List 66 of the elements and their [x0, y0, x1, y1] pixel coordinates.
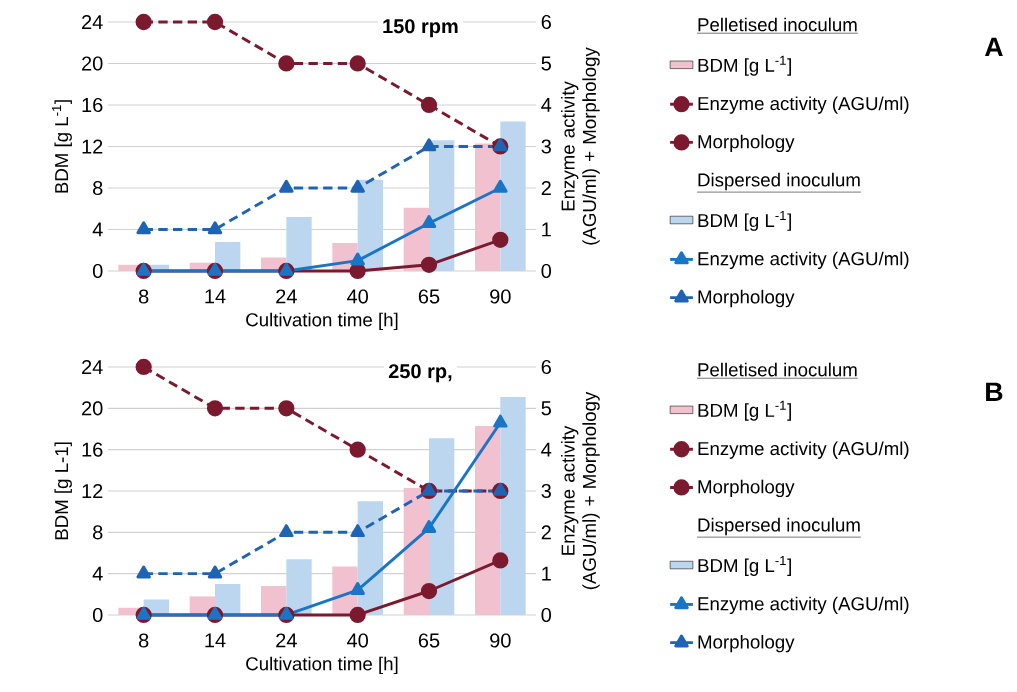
x-tick-label: 14 — [205, 633, 226, 648]
y-tick-label: 20 — [82, 56, 103, 71]
x-tick-label: 90 — [490, 289, 511, 304]
legend-label: Morphology — [698, 634, 795, 653]
y-tick-label: 4 — [92, 566, 103, 581]
y-tick-label: 12 — [82, 139, 103, 154]
y-tick-label: 24 — [82, 15, 103, 29]
text: Dispersed inoculum — [698, 517, 860, 536]
y-tick-label: 20 — [82, 401, 103, 416]
legend-label: BDM [g L$^{-1}$] — [698, 400, 791, 421]
y2-tick-label: 4 — [541, 442, 552, 457]
legend-label: Enzyme activity (AGU/ml) — [698, 251, 909, 270]
x-tick-label: 40 — [347, 289, 368, 304]
y2-tick-label: 1 — [542, 222, 551, 237]
legend-label: Morphology — [698, 289, 795, 308]
y2-tick-label: 6 — [541, 14, 551, 30]
chart-title: 250 rp, — [388, 364, 452, 383]
y2-tick-label: 2 — [541, 181, 551, 195]
y2-axis-title: Enzyme activity (AGU/ml) + Morphology — [560, 391, 600, 590]
y2-tick-label: 4 — [541, 98, 552, 112]
text: A — [984, 37, 1003, 57]
y2-tick-label: 0 — [541, 263, 552, 279]
y2-tick-label: 3 — [541, 139, 551, 154]
y-axis-title: BDM [g L-1] — [54, 442, 72, 540]
y2-tick-label: 1 — [542, 566, 551, 581]
y-tick-label: 8 — [93, 525, 103, 540]
y-tick-label: 16 — [82, 97, 103, 113]
y2-tick-label: 2 — [541, 525, 551, 540]
x-tick-label: 90 — [490, 633, 511, 648]
legend-label: BDM [g L$^{-1}$] — [698, 211, 791, 231]
y-tick-label: 16 — [82, 442, 103, 457]
y2-tick-label: 5 — [541, 401, 551, 416]
y-tick-label: 0 — [92, 607, 103, 623]
legend-label: Morphology — [698, 479, 795, 498]
x-tick-label: 65 — [418, 289, 440, 304]
legend-label: BDM [g L$^{-1}$] — [698, 55, 791, 76]
text: B — [986, 382, 1003, 401]
text: Pelletised inoculum — [698, 17, 857, 32]
x-tick-label: 14 — [205, 289, 226, 304]
y-tick-label: 4 — [92, 222, 103, 237]
x-tick-label: 65 — [418, 633, 440, 648]
y-tick-label: 24 — [82, 360, 103, 374]
y-tick-label: 12 — [82, 484, 103, 498]
legend-label: BDM [g L$^{-1}$] — [698, 556, 791, 576]
x-axis-title: Cultivation time [h] — [246, 312, 398, 331]
y-axis-title: BDM [g L$^{-1}$] — [52, 100, 72, 193]
text: Pelletised inoculum — [698, 362, 857, 377]
y2-tick-label: 6 — [541, 359, 551, 375]
x-axis-title: Cultivation time [h] — [246, 656, 398, 675]
x-tick-label: 40 — [347, 633, 368, 648]
legend-label: Enzyme activity (AGU/ml) — [698, 596, 909, 615]
chart-title: 150 rpm — [383, 19, 458, 38]
y2-tick-label: 0 — [541, 607, 552, 623]
y2-tick-label: 3 — [541, 483, 551, 499]
x-tick-label: 24 — [276, 633, 297, 648]
x-tick-label: 24 — [276, 289, 297, 304]
x-tick-label: 8 — [138, 289, 149, 304]
legend-label: Enzyme activity (AGU/ml) — [698, 96, 909, 114]
y2-axis-title: Enzyme activity (AGU/ml) + Morphology — [560, 47, 600, 245]
x-tick-label: 8 — [138, 633, 149, 648]
y-tick-label: 0 — [92, 263, 103, 279]
legend-label: Morphology — [698, 134, 795, 153]
text: Dispersed inoculum — [698, 172, 860, 191]
y2-tick-label: 5 — [541, 56, 551, 71]
legend-label: Enzyme activity (AGU/ml) — [698, 441, 909, 459]
y-tick-label: 8 — [93, 180, 103, 196]
